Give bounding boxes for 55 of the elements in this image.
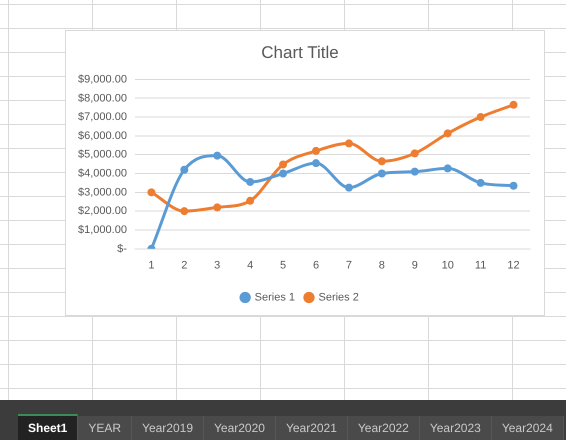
chart-title: Chart Title [261, 42, 339, 62]
x-tick-label: 9 [412, 259, 418, 272]
point [279, 160, 288, 168]
point [344, 184, 353, 192]
text: Year2020 [204, 416, 276, 440]
x-tick-label: 10 [442, 259, 454, 272]
point [510, 182, 518, 190]
text: Year2023 [420, 416, 492, 440]
y-tick-label: $3,000.00 [78, 186, 127, 198]
y-tick-label: $- [117, 242, 128, 255]
y-tick-label: $9,000.00 [78, 73, 127, 86]
x-tick-label: 6 [312, 259, 320, 272]
point [378, 170, 386, 178]
x-tick-label: 12 [507, 259, 520, 272]
legend-label: Series 2 [318, 292, 359, 304]
point [410, 168, 419, 176]
text: Year2024 [492, 416, 564, 440]
point [213, 203, 222, 212]
text: Year2021 [276, 416, 348, 440]
x-tick-label: 8 [378, 259, 385, 272]
point [312, 159, 320, 168]
x-tick-label: 3 [214, 259, 220, 272]
y-tick-label: $6,000.00 [78, 130, 127, 142]
point [180, 207, 188, 216]
x-tick-label: 4 [247, 259, 254, 272]
point [344, 139, 353, 148]
text: Year2019 [132, 416, 204, 440]
point [410, 149, 419, 158]
point [476, 178, 485, 187]
x-tick-label: 5 [280, 259, 286, 272]
y-tick-label: $5,000.00 [78, 148, 127, 161]
y-tick-label: $4,000.00 [78, 168, 127, 180]
y-tick-label: $1,000.00 [78, 224, 127, 236]
point [378, 157, 386, 166]
y-tick-label: $2,000.00 [78, 205, 127, 218]
x-tick-label: 1 [148, 259, 154, 272]
y-tick-label: $7,000.00 [78, 111, 127, 124]
legend-label: Series 1 [254, 292, 296, 304]
point [246, 178, 254, 186]
point [444, 129, 452, 138]
point [444, 164, 452, 172]
point [213, 152, 222, 160]
y-tick-label: $8,000.00 [78, 92, 127, 104]
text: Year2022 [348, 416, 420, 440]
x-tick-label: 2 [181, 259, 188, 272]
point [510, 100, 518, 109]
point [312, 146, 320, 155]
point [279, 170, 288, 178]
point [476, 113, 485, 122]
x-tick-label: 7 [346, 259, 352, 272]
point [246, 196, 254, 205]
text: YEAR [78, 416, 132, 440]
point [180, 166, 188, 174]
point [147, 188, 156, 196]
x-tick-label: 11 [474, 259, 486, 272]
